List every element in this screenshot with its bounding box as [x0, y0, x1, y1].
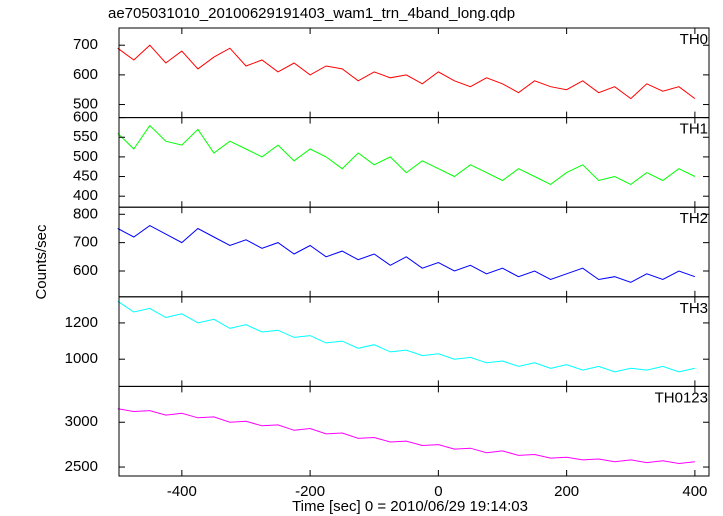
- y-tick-label: 1000: [65, 350, 98, 367]
- panel-label: TH0123: [655, 389, 708, 406]
- panel-label: TH1: [680, 121, 708, 138]
- panel-frame: [118, 385, 710, 477]
- x-tick-label: 200: [554, 483, 579, 500]
- y-tick-label: 700: [73, 36, 98, 53]
- data-line: [117, 225, 696, 283]
- y-tick-label: 3000: [65, 413, 98, 430]
- y-tick-label: 450: [73, 168, 98, 185]
- data-line: [117, 124, 696, 185]
- x-tick-label: 400: [682, 483, 707, 500]
- y-tick-label: 500: [73, 148, 98, 165]
- data-line: [117, 44, 696, 100]
- y-tick-label: 500: [73, 96, 98, 113]
- y-tick-label: 2500: [65, 458, 98, 475]
- y-tick-label: 600: [73, 66, 98, 83]
- x-tick-label: -400: [167, 483, 197, 500]
- panel-label: TH2: [680, 210, 708, 227]
- data-line: [117, 300, 696, 373]
- y-axis-label: Counts/sec: [33, 224, 50, 300]
- y-tick-label: 800: [73, 205, 98, 222]
- x-tick-label: -200: [295, 483, 325, 500]
- data-line: [117, 408, 695, 465]
- y-tick-label: 400: [73, 187, 98, 204]
- y-tick-label: 600: [73, 262, 98, 279]
- chart-title: ae705031010_20100629191403_wam1_trn_4ban…: [108, 5, 515, 22]
- y-tick-label: 1200: [65, 314, 98, 331]
- y-tick-label: 700: [73, 234, 98, 251]
- y-tick-label: 550: [73, 128, 98, 145]
- panel-label: TH0: [680, 31, 708, 48]
- panel-label: TH3: [680, 300, 708, 317]
- x-axis-label: Time [sec] 0 = 2010/06/29 19:14:03: [292, 498, 528, 515]
- x-tick-label: 0: [434, 483, 442, 500]
- y-tick-label: 600: [73, 109, 98, 126]
